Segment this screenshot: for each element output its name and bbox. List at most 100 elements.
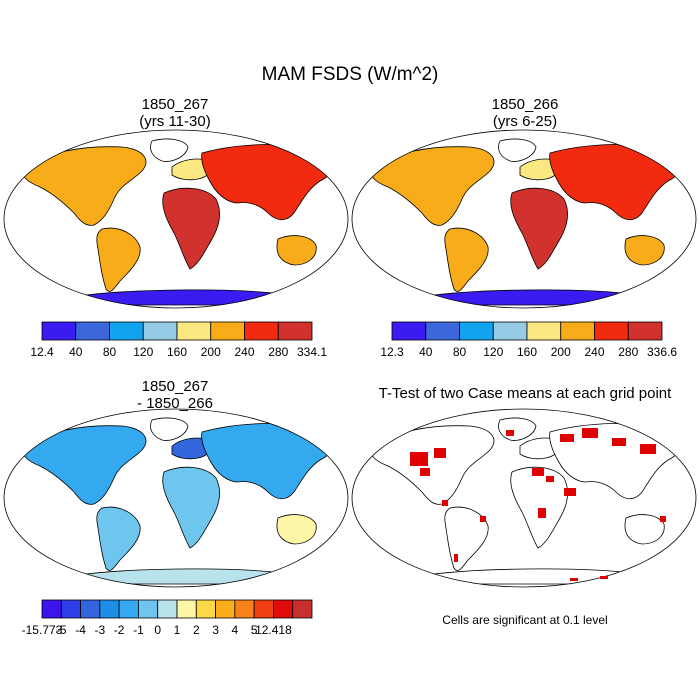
map2-australia xyxy=(624,235,665,266)
map3-africa xyxy=(162,466,220,549)
significant-cell-10 xyxy=(564,488,576,496)
panel-3-title-line2: - 1850_266 xyxy=(137,395,213,412)
map3-antarctica xyxy=(70,568,293,585)
map1-greenland xyxy=(150,138,189,162)
colorbar1-label-7: 240 xyxy=(234,345,254,359)
panel-3-title-line1: 1850_267 xyxy=(141,378,209,395)
colorbar1-box-3 xyxy=(109,321,144,341)
map3-southAmerica xyxy=(96,506,141,571)
significant-cell-14 xyxy=(570,578,578,581)
map4-outline xyxy=(351,408,697,588)
colorbar2-label-2: 40 xyxy=(419,345,433,359)
colorbar1-box-8 xyxy=(277,321,313,341)
colorbar1-label-1: 12.4 xyxy=(30,345,54,359)
map4-land-group xyxy=(370,417,683,585)
significant-cell-5 xyxy=(582,428,598,438)
colorbar-panel-3: -15.773-5 -4 -3 -2 -1 0 1 2 3 4 512.418 xyxy=(22,599,313,637)
colorbar2-box-4 xyxy=(492,321,528,341)
map3-greenland xyxy=(150,417,189,441)
colorbar3-label-13: 12.418 xyxy=(255,623,292,637)
panel-4-title: T-Test of two Case means at each grid po… xyxy=(352,385,698,402)
colorbar3-box-13 xyxy=(273,599,294,619)
colorbar3-box-9 xyxy=(195,599,216,619)
colorbar1-box-7 xyxy=(244,321,279,341)
significant-cell-15 xyxy=(600,576,608,579)
colorbar3-label-8: 1 xyxy=(174,623,181,637)
map2-southAmerica xyxy=(444,227,489,292)
panel-2-title-line1: 1850_266 xyxy=(491,96,559,113)
colorbar3-label-5: -2 xyxy=(114,623,125,637)
significant-cell-6 xyxy=(612,438,626,446)
colorbar3-label-12: 5 xyxy=(251,623,258,637)
map1-antarctica xyxy=(70,289,293,306)
map1-outline xyxy=(3,129,349,309)
map3-northAmerica xyxy=(22,425,147,505)
significant-cell-17 xyxy=(506,430,514,436)
colorbar2-box-6 xyxy=(560,321,595,341)
panel-3-title: 1850_267 - 1850_266 xyxy=(75,378,275,412)
colorbar1-label-2: 40 xyxy=(69,345,83,359)
colorbar1-box-2 xyxy=(75,321,110,341)
colorbar-panel-2: 12.3 40 80 120 160 200 240 280 336.6 xyxy=(380,321,677,359)
colorbar3-box-7 xyxy=(157,599,178,619)
significant-cell-7 xyxy=(640,444,656,454)
map4-australia xyxy=(624,514,665,545)
colorbar3-label-3: -4 xyxy=(75,623,86,637)
significant-cell-9 xyxy=(546,476,554,482)
map1-southAmerica xyxy=(96,227,141,292)
figure-title: MAM FSDS (W/m^2) xyxy=(261,64,439,85)
panel-1-title-line1: 1850_267 xyxy=(141,96,209,113)
map-panel-4 xyxy=(351,408,697,588)
map4-northAmerica xyxy=(370,425,495,505)
significant-cell-8 xyxy=(532,468,544,476)
significant-cell-18 xyxy=(660,516,666,522)
colorbar1-label-6: 200 xyxy=(201,345,221,359)
map1-australia xyxy=(276,235,317,266)
colorbar3-box-1 xyxy=(41,599,62,619)
significant-cell-3 xyxy=(420,468,430,476)
colorbar3-label-6: -1 xyxy=(133,623,144,637)
map4-greenland xyxy=(498,417,537,441)
panel-1-title: 1850_267 (yrs 11-30) xyxy=(75,96,275,130)
colorbar2-label-1: 12.3 xyxy=(380,345,404,359)
map3-australia xyxy=(276,514,317,545)
colorbar3-label-11: 4 xyxy=(232,623,239,637)
map2-africa xyxy=(510,187,568,270)
significant-cell-11 xyxy=(538,508,546,518)
map1-asia xyxy=(201,144,335,221)
colorbar2-label-7: 240 xyxy=(584,345,604,359)
colorbar2-label-9: 336.6 xyxy=(647,345,677,359)
colorbar3-label-7: 0 xyxy=(154,623,161,637)
map4-africa xyxy=(510,466,568,549)
significant-cell-4 xyxy=(560,434,574,442)
significant-cell-2 xyxy=(434,448,446,458)
colorbar2-box-3 xyxy=(459,321,494,341)
colorbar2-box-2 xyxy=(425,321,460,341)
map2-land-group xyxy=(370,138,683,306)
colorbar1-label-8: 280 xyxy=(268,345,288,359)
map2-greenland xyxy=(498,138,537,162)
colorbar3-box-2 xyxy=(60,599,81,619)
colorbar1-label-9: 334.1 xyxy=(297,345,327,359)
map-panel-1 xyxy=(3,129,349,309)
colorbar3-box-5 xyxy=(118,599,139,619)
significant-cell-13 xyxy=(454,554,458,562)
colorbar1-label-3: 80 xyxy=(103,345,117,359)
map2-antarctica xyxy=(418,289,641,306)
significant-cell-1 xyxy=(410,452,428,466)
colorbar2-box-7 xyxy=(594,321,629,341)
map-panel-2 xyxy=(351,129,697,309)
significant-cell-12 xyxy=(480,516,486,522)
map1-northAmerica xyxy=(22,146,147,226)
colorbar3-label-1: -15.773 xyxy=(22,623,63,637)
colorbar3-box-8 xyxy=(176,599,197,619)
colorbar2-box-1 xyxy=(391,321,427,341)
colorbar3-box-3 xyxy=(80,599,101,619)
colorbar3-label-4: -3 xyxy=(95,623,106,637)
panel-2-title-line2: (yrs 6-25) xyxy=(492,113,558,130)
colorbar1-label-4: 120 xyxy=(133,345,153,359)
map-panel-3 xyxy=(3,408,349,588)
colorbar2-label-3: 80 xyxy=(453,345,467,359)
colorbar3-box-14 xyxy=(292,599,313,619)
colorbar2-label-6: 200 xyxy=(551,345,571,359)
